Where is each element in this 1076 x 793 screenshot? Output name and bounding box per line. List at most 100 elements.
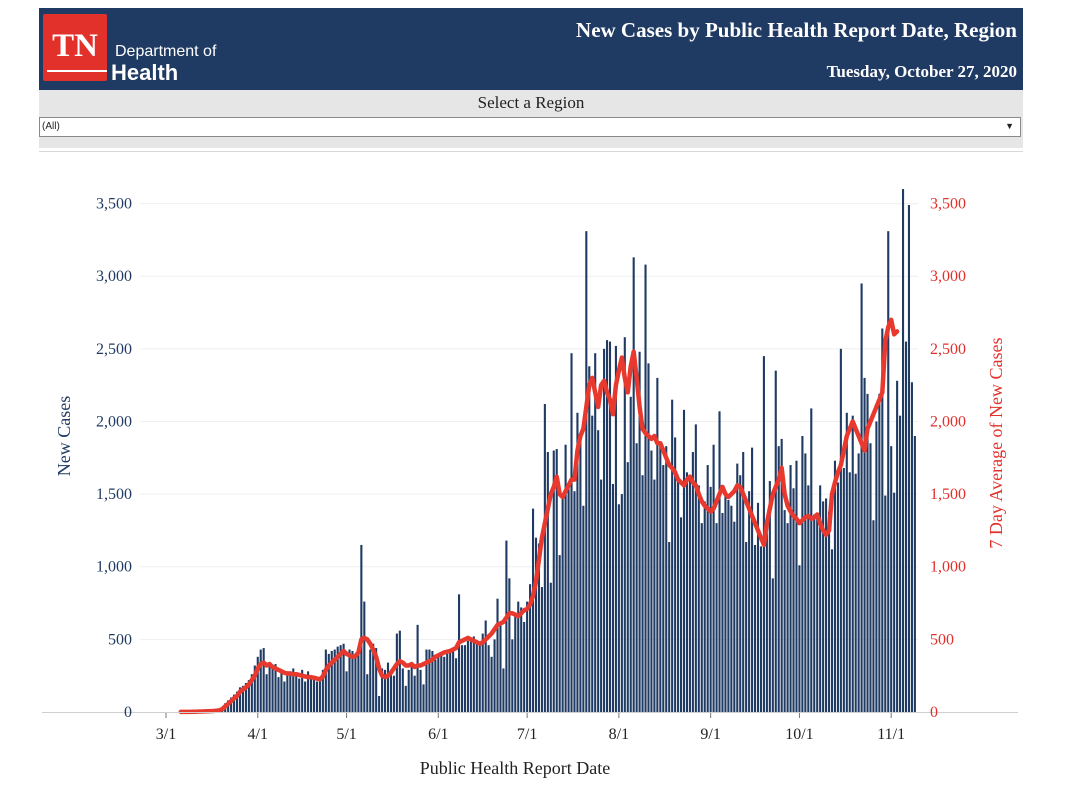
bar[interactable] bbox=[893, 492, 896, 712]
bar[interactable] bbox=[659, 441, 662, 712]
bar[interactable] bbox=[783, 510, 786, 712]
bar[interactable] bbox=[872, 520, 875, 712]
bar[interactable] bbox=[383, 669, 387, 712]
bar[interactable] bbox=[369, 649, 372, 712]
bar[interactable] bbox=[277, 677, 280, 712]
bar[interactable] bbox=[869, 443, 872, 712]
bar[interactable] bbox=[913, 436, 916, 712]
bar[interactable] bbox=[712, 444, 715, 712]
bar[interactable] bbox=[298, 678, 301, 712]
bar[interactable] bbox=[235, 691, 239, 712]
bar[interactable] bbox=[833, 460, 837, 712]
bar[interactable] bbox=[312, 675, 316, 712]
bar[interactable] bbox=[901, 189, 905, 713]
bar[interactable] bbox=[280, 669, 283, 712]
bar[interactable] bbox=[715, 523, 718, 712]
bar[interactable] bbox=[848, 472, 851, 712]
bar[interactable] bbox=[484, 620, 487, 712]
bar[interactable] bbox=[490, 656, 493, 712]
bar[interactable] bbox=[567, 486, 570, 712]
bar[interactable] bbox=[558, 555, 561, 712]
bar[interactable] bbox=[611, 483, 615, 712]
bar[interactable] bbox=[825, 498, 828, 712]
bar[interactable] bbox=[478, 645, 481, 712]
bar[interactable] bbox=[321, 669, 324, 712]
bar[interactable] bbox=[372, 643, 375, 712]
bar[interactable] bbox=[774, 370, 777, 712]
bar[interactable] bbox=[561, 494, 564, 712]
bar[interactable] bbox=[786, 523, 789, 712]
bar[interactable] bbox=[434, 659, 437, 712]
bar[interactable] bbox=[730, 505, 733, 712]
bar[interactable] bbox=[759, 546, 763, 712]
bar[interactable] bbox=[585, 231, 588, 712]
bar[interactable] bbox=[573, 491, 576, 712]
bar[interactable] bbox=[407, 669, 410, 712]
bar[interactable] bbox=[354, 653, 357, 712]
bar[interactable] bbox=[460, 645, 464, 712]
bar[interactable] bbox=[508, 578, 511, 712]
bar[interactable] bbox=[884, 495, 887, 712]
bar[interactable] bbox=[499, 621, 502, 712]
bar[interactable] bbox=[386, 662, 390, 712]
bar[interactable] bbox=[318, 681, 321, 712]
bar[interactable] bbox=[419, 669, 422, 712]
bar[interactable] bbox=[685, 472, 689, 712]
bar[interactable] bbox=[540, 587, 543, 712]
bar[interactable] bbox=[644, 264, 647, 712]
bar[interactable] bbox=[256, 656, 259, 712]
bar[interactable] bbox=[907, 205, 911, 712]
bar[interactable] bbox=[514, 614, 517, 712]
bar[interactable] bbox=[304, 681, 307, 712]
bar[interactable] bbox=[469, 637, 472, 712]
bar[interactable] bbox=[771, 578, 774, 712]
bar[interactable] bbox=[496, 598, 499, 712]
bar[interactable] bbox=[283, 681, 286, 712]
bar[interactable] bbox=[422, 684, 425, 712]
bar[interactable] bbox=[677, 476, 680, 712]
bar[interactable] bbox=[881, 328, 884, 712]
bar[interactable] bbox=[487, 645, 490, 712]
bar[interactable] bbox=[588, 366, 591, 712]
bar[interactable] bbox=[724, 491, 727, 712]
bar[interactable] bbox=[348, 649, 351, 712]
bar[interactable] bbox=[244, 682, 247, 712]
bar[interactable] bbox=[466, 640, 469, 712]
bar[interactable] bbox=[241, 685, 245, 712]
bar[interactable] bbox=[416, 624, 419, 712]
bar[interactable] bbox=[389, 669, 393, 712]
bar[interactable] bbox=[582, 505, 585, 712]
bar[interactable] bbox=[839, 348, 842, 712]
bar[interactable] bbox=[830, 549, 834, 712]
bar[interactable] bbox=[745, 542, 748, 712]
bar[interactable] bbox=[289, 671, 292, 712]
bar[interactable] bbox=[813, 514, 816, 712]
bar[interactable] bbox=[748, 491, 751, 712]
bar[interactable] bbox=[878, 393, 881, 712]
bar[interactable] bbox=[520, 607, 523, 712]
bar[interactable] bbox=[827, 511, 831, 712]
bar[interactable] bbox=[404, 685, 407, 712]
bar[interactable] bbox=[440, 653, 443, 712]
bar[interactable] bbox=[543, 404, 546, 712]
bar[interactable] bbox=[526, 601, 529, 712]
bar[interactable] bbox=[857, 453, 860, 712]
bar[interactable] bbox=[721, 512, 724, 712]
bar[interactable] bbox=[446, 653, 449, 712]
bar[interactable] bbox=[733, 521, 736, 712]
bar[interactable] bbox=[700, 523, 703, 712]
bar[interactable] bbox=[789, 465, 792, 712]
bar[interactable] bbox=[511, 639, 514, 712]
bar[interactable] bbox=[233, 694, 236, 712]
bar[interactable] bbox=[671, 399, 674, 712]
bar[interactable] bbox=[333, 649, 336, 712]
bar[interactable] bbox=[395, 633, 398, 712]
bar[interactable] bbox=[751, 447, 754, 712]
bar[interactable] bbox=[345, 671, 348, 712]
bar[interactable] bbox=[765, 533, 768, 712]
bar[interactable] bbox=[324, 649, 327, 712]
bar[interactable] bbox=[443, 656, 446, 712]
bar[interactable] bbox=[617, 504, 620, 712]
bar[interactable] bbox=[392, 675, 395, 712]
bar[interactable] bbox=[706, 465, 709, 712]
